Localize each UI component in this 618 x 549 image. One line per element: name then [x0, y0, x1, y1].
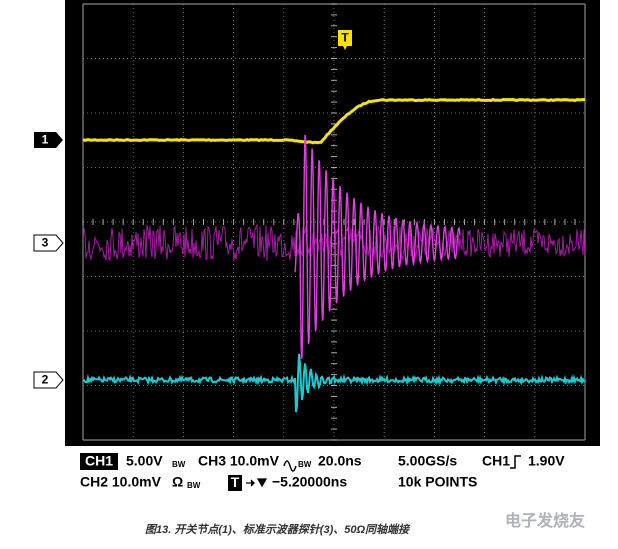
ch1-tag: CH1 [85, 453, 113, 469]
ch1-trace [82, 97, 585, 145]
ac-symbol [283, 460, 297, 472]
trig-arrow [246, 478, 268, 488]
ch1-tag-box [80, 453, 118, 470]
record-length: 10k POINTS [398, 474, 477, 490]
trigger-pointer [343, 46, 347, 50]
trigger-marker: T [341, 31, 349, 45]
ch3-noise [82, 223, 586, 261]
ch1-bw: BW [172, 460, 186, 469]
edge-symbol [510, 455, 521, 469]
trigger-position: −5.20000ns [272, 474, 347, 490]
trig-tag: T [231, 474, 240, 490]
ch3-burst [294, 134, 461, 359]
ch3-bw: BW [298, 460, 312, 469]
ch2-bw: BW [187, 481, 201, 490]
trigger-level: 1.90V [528, 453, 565, 469]
ch2-scale: CH2 10.0mV [80, 474, 162, 490]
screen [65, 0, 600, 446]
ch2-marker-label: 2 [42, 373, 49, 387]
watermark: 电子发烧友 [505, 511, 586, 530]
ch3-marker-label: 3 [42, 236, 49, 250]
ch3-scale: CH3 10.0mV [198, 453, 280, 469]
ch1-scale: 5.00V [126, 453, 163, 469]
caption: 图13. 开关节点(1)、标准示波器探针(3)、50Ω同轴端接 [145, 523, 411, 536]
ch1-marker-label: 1 [42, 133, 49, 147]
trigger-source: CH1 [482, 453, 510, 469]
ch3-marker: 3 [33, 234, 64, 252]
ch2-trace [82, 353, 585, 413]
ch1-marker: 1 [34, 132, 63, 148]
graticule [82, 3, 586, 441]
timebase: 20.0ns [318, 453, 362, 469]
trig-tag-box [228, 475, 242, 491]
trigger-marker-box [338, 30, 352, 46]
ch2-marker: 2 [33, 371, 64, 389]
ch2-ohm: Ω [172, 474, 183, 490]
sample-rate: 5.00GS/s [398, 453, 457, 469]
traces [82, 97, 586, 413]
